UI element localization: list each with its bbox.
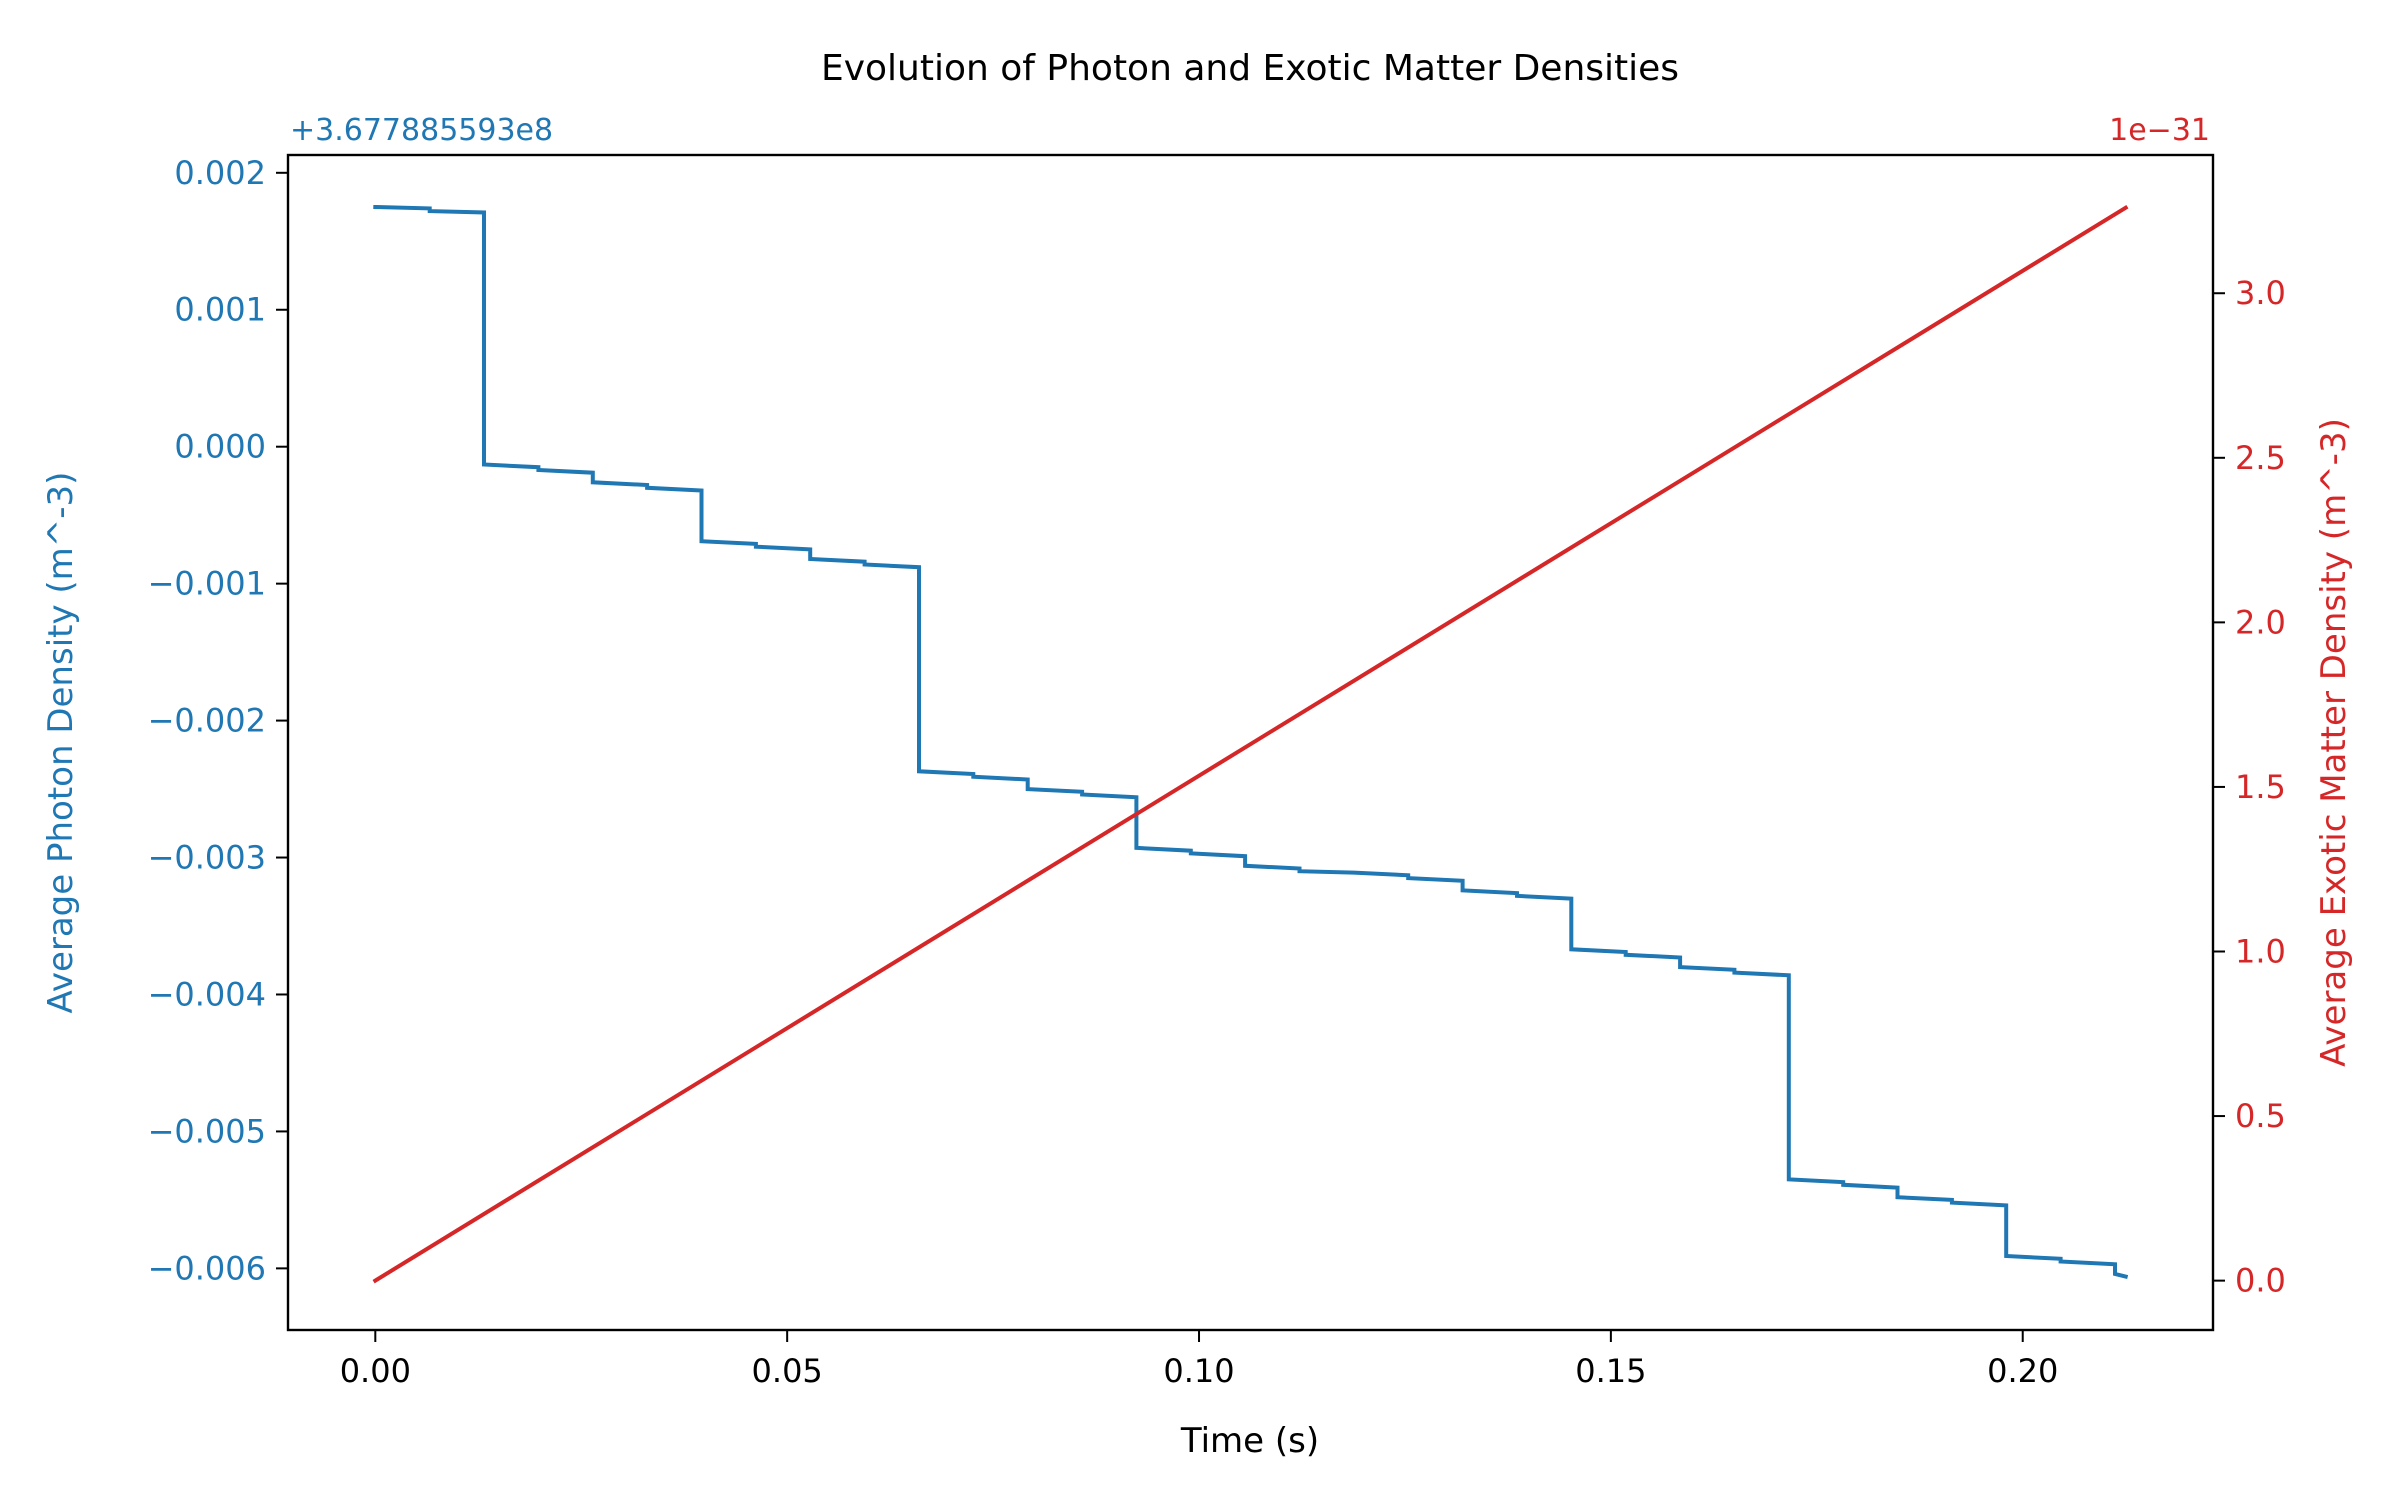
plot-area bbox=[372, 204, 2129, 1284]
x-tick-label: 0.05 bbox=[752, 1352, 823, 1390]
left-axis-offset-text: +3.677885593e8 bbox=[290, 113, 553, 148]
right-tick-label: 2.5 bbox=[2235, 439, 2286, 477]
plot-frame bbox=[286, 153, 2215, 1332]
right-y-axis: 0.0 0.5 1.0 1.5 2.0 2.5 3.0 bbox=[2213, 274, 2286, 1300]
right-tick-label: 3.0 bbox=[2235, 274, 2286, 312]
left-tick-label: 0.000 bbox=[174, 428, 266, 466]
chart-title: Evolution of Photon and Exotic Matter De… bbox=[821, 48, 1679, 89]
left-tick-label: 0.001 bbox=[174, 291, 266, 329]
left-tick-label: −0.004 bbox=[148, 975, 266, 1013]
x-tick-label: 0.00 bbox=[340, 1352, 411, 1390]
right-tick-label: 0.5 bbox=[2235, 1097, 2286, 1135]
right-tick-label: 1.5 bbox=[2235, 768, 2286, 806]
exotic-matter-density-line bbox=[372, 204, 2129, 1284]
x-axis-label: Time (s) bbox=[1180, 1421, 1319, 1461]
left-tick-label: −0.005 bbox=[148, 1112, 266, 1150]
left-y-axis-label: Average Photon Density (m^-3) bbox=[41, 472, 81, 1014]
right-y-axis-label: Average Exotic Matter Density (m^-3) bbox=[2314, 418, 2354, 1067]
right-tick-label: 2.0 bbox=[2235, 603, 2286, 641]
left-tick-label: −0.006 bbox=[148, 1249, 266, 1287]
x-tick-label: 0.20 bbox=[1987, 1352, 2058, 1390]
left-tick-label: −0.003 bbox=[148, 839, 266, 877]
left-tick-label: −0.001 bbox=[148, 565, 266, 603]
left-tick-label: 0.002 bbox=[174, 154, 266, 192]
right-axis-offset-text: 1e−31 bbox=[2109, 113, 2210, 148]
photon-density-line bbox=[373, 204, 2129, 1280]
left-y-axis: 0.002 0.001 0.000 −0.001 −0.002 −0.003 −0.004 −… bbox=[148, 154, 288, 1287]
x-tick-label: 0.15 bbox=[1575, 1352, 1646, 1390]
x-tick-label: 0.10 bbox=[1163, 1352, 1234, 1390]
right-tick-label: 0.0 bbox=[2235, 1262, 2286, 1300]
left-tick-label: −0.002 bbox=[148, 702, 266, 740]
x-axis: 0.00 0.05 0.10 0.15 0.20 bbox=[340, 1330, 2058, 1390]
right-tick-label: 1.0 bbox=[2235, 932, 2286, 970]
